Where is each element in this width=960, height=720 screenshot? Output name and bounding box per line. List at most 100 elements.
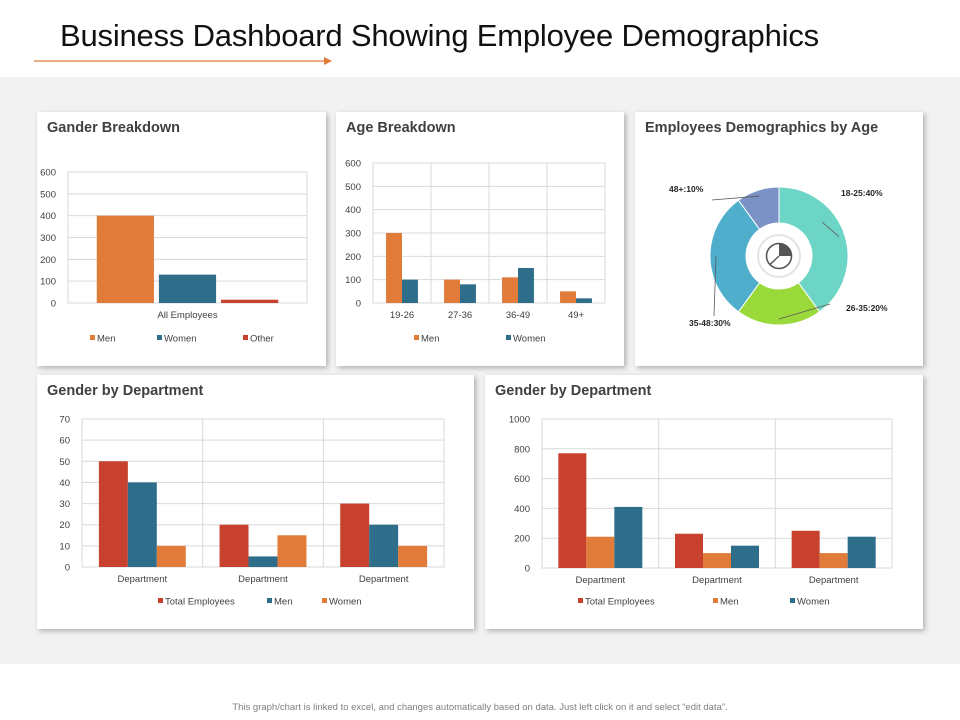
legend-swatch [267, 598, 272, 603]
panel-age-breakdown: Age Breakdown 0 100 200 300 400 500 600 19-26 27… [336, 112, 624, 366]
legend: Men Women [414, 334, 546, 345]
legend-label: Total Employees [585, 597, 655, 608]
legend-swatch [506, 335, 511, 340]
legend-swatch [243, 335, 248, 340]
y-tick-label: 600 [345, 159, 361, 170]
chart-demographics-by-age: 18-25:40% 26-35:20% 35-48:30% 48+:10% [669, 184, 888, 328]
y-tick-label: 800 [514, 444, 530, 455]
icon-wedge [779, 243, 792, 256]
panel-gender-by-department-1: Gender by Department 0 10 20 30 40 50 60 70 Depa… [37, 375, 474, 629]
y-tick-label: 400 [40, 211, 56, 222]
x-tick-label: 27-36 [448, 310, 472, 321]
y-tick-label: 600 [40, 168, 56, 179]
bar-men [444, 279, 460, 303]
y-tick-label: 0 [356, 299, 361, 310]
legend-label: Women [329, 597, 362, 608]
legend-label: Men [720, 597, 738, 608]
y-tick-label: 60 [59, 436, 70, 447]
y-tick-label: 500 [40, 189, 56, 200]
donut-slice [709, 199, 761, 313]
donut-slice [737, 186, 780, 231]
x-tick-label: Department [118, 574, 168, 585]
bar-women [277, 535, 307, 567]
x-tick-label: Department [238, 574, 288, 585]
legend-swatch [578, 598, 583, 603]
legend-swatch [713, 598, 718, 603]
x-tick-label: Department [809, 575, 859, 586]
legend-swatch [790, 598, 795, 603]
bar-men [369, 524, 399, 567]
bar-other [221, 299, 279, 303]
y-tick-label: 10 [59, 541, 70, 552]
leader-line [778, 303, 831, 320]
chart-gender-by-department-2: 0 200 400 600 800 1000 Department Department Dep… [509, 415, 893, 608]
panel-title: Gander Breakdown [47, 120, 180, 136]
bar-women [460, 284, 476, 303]
legend-label: Women [164, 334, 197, 345]
x-tick-label: 36-49 [506, 310, 530, 321]
leader-line [711, 195, 760, 201]
y-tick-label: 300 [40, 233, 56, 244]
bar-women [576, 298, 592, 303]
legend-label: Men [97, 334, 115, 345]
panel-demographics-by-age: Employees Demographics by Age 18-25:40% 2… [635, 112, 923, 366]
bar-men [703, 553, 731, 568]
bar-men [502, 277, 518, 303]
bar-total-employees [791, 530, 820, 568]
legend-swatch [90, 335, 95, 340]
bar-women [847, 536, 876, 568]
plot-area: 0 100 200 300 400 500 600 19-26 27-36 36-49 49+ [345, 159, 606, 321]
title-underline-arrow-icon [34, 57, 332, 65]
legend-swatch [414, 335, 419, 340]
y-tick-label: 300 [345, 229, 361, 240]
bar-total-employees [558, 453, 587, 568]
legend-label: Women [797, 597, 830, 608]
bar-women [156, 545, 186, 567]
y-tick-label: 200 [40, 255, 56, 266]
slice-label: 26-35:20% [846, 303, 888, 313]
plot-area: 0 200 400 600 800 1000 Department Department Dep… [509, 415, 893, 586]
legend-label: Total Employees [165, 597, 235, 608]
bar-women [731, 545, 759, 568]
y-tick-label: 0 [65, 563, 70, 574]
slice-label: 48+:10% [669, 184, 704, 194]
bar-women [402, 279, 418, 303]
plot-area: 0 100 200 300 400 500 600 All Employees [40, 168, 308, 321]
pie-chart-icon [757, 234, 801, 278]
panel-gender-breakdown: Gander Breakdown 0 100 200 300 400 500 600 All … [37, 112, 326, 366]
bar-men [127, 482, 157, 567]
footer-note: This graph/chart is linked to excel, and… [232, 702, 728, 713]
bar-men [96, 215, 154, 303]
bar-total-employees [98, 461, 128, 567]
legend-swatch [158, 598, 163, 603]
legend-swatch [157, 335, 162, 340]
slice-label: 35-48:30% [689, 318, 731, 328]
y-tick-label: 40 [59, 478, 70, 489]
y-tick-label: 500 [345, 182, 361, 193]
y-tick-label: 1000 [509, 415, 530, 426]
panel-gender-by-department-2: Gender by Department 0 200 400 600 800 1000 De… [485, 375, 923, 629]
panel-title: Gender by Department [495, 383, 652, 399]
leader-line [713, 255, 717, 317]
y-tick-label: 100 [345, 275, 361, 286]
bar-men [586, 536, 615, 568]
y-tick-label: 400 [345, 205, 361, 216]
donut-slice [778, 186, 849, 313]
bar-men [386, 233, 402, 303]
y-tick-label: 50 [59, 457, 70, 468]
y-tick-label: 0 [51, 299, 56, 310]
x-tick-label: 19-26 [390, 310, 414, 321]
bar-total-employees [219, 524, 249, 567]
bar-women [518, 268, 534, 303]
y-tick-label: 70 [59, 415, 70, 426]
y-tick-label: 20 [59, 520, 70, 531]
y-tick-label: 200 [345, 252, 361, 263]
x-tick-label: Department [692, 575, 742, 586]
legend: Total Employees Men Women [158, 597, 362, 608]
panel-title: Gender by Department [47, 383, 204, 399]
slice-label: 18-25:40% [841, 188, 883, 198]
legend-label: Men [421, 334, 439, 345]
panel-title: Employees Demographics by Age [645, 120, 879, 136]
y-tick-label: 30 [59, 499, 70, 510]
donut: 18-25:40% 26-35:20% 35-48:30% 48+:10% [669, 184, 888, 328]
